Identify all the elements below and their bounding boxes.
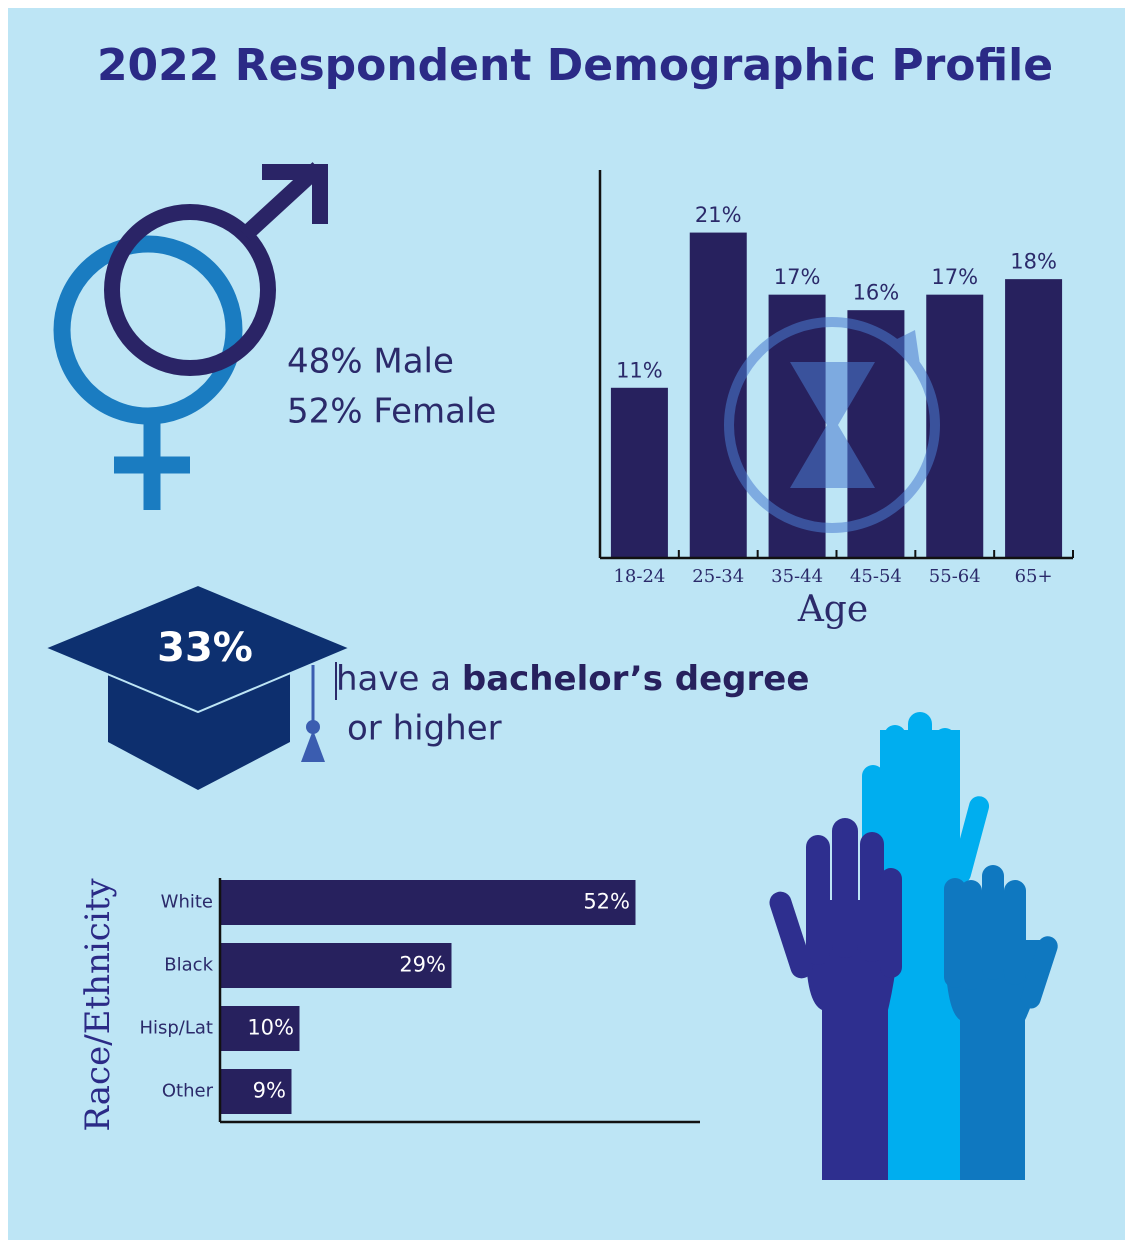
infographic: 2022 Respondent Demographic Profile 48% … bbox=[0, 0, 1133, 1243]
x-tick-label: 45-54 bbox=[850, 566, 902, 587]
value-label: 17% bbox=[774, 265, 821, 289]
degree-text-bold: bachelor’s degree bbox=[462, 659, 810, 699]
female-share: 52% Female bbox=[287, 392, 496, 432]
degree-percent: 33% bbox=[157, 625, 253, 671]
x-tick-label: 55-64 bbox=[929, 566, 981, 587]
x-tick-label: 35-44 bbox=[771, 566, 823, 587]
x-tick-label: 25-34 bbox=[692, 566, 744, 587]
title: 2022 Respondent Demographic Profile bbox=[97, 40, 1053, 91]
value-label: 29% bbox=[399, 953, 446, 977]
value-label: 21% bbox=[695, 203, 742, 227]
degree-text-plain: have a bbox=[336, 659, 462, 699]
y-axis-title: Race/Ethnicity bbox=[78, 878, 118, 1132]
degree-text: have a bachelor’s degree bbox=[336, 659, 809, 699]
bar bbox=[610, 387, 668, 558]
x-axis-title: Age bbox=[797, 589, 868, 630]
degree-text-end: or higher bbox=[347, 709, 502, 749]
x-tick-label: 65+ bbox=[1015, 566, 1053, 587]
x-tick-label: 18-24 bbox=[613, 566, 665, 587]
value-label: 11% bbox=[616, 358, 663, 382]
value-label: 10% bbox=[247, 1016, 294, 1040]
bar bbox=[1005, 279, 1063, 558]
value-label: 9% bbox=[253, 1079, 286, 1103]
value-label: 52% bbox=[583, 890, 630, 914]
value-label: 16% bbox=[853, 281, 900, 305]
y-tick-label: White bbox=[161, 892, 213, 913]
value-label: 17% bbox=[931, 265, 978, 289]
bar bbox=[220, 880, 636, 926]
y-tick-label: Hisp/Lat bbox=[139, 1018, 213, 1039]
y-tick-label: Other bbox=[162, 1081, 214, 1102]
value-label: 18% bbox=[1010, 250, 1057, 274]
male-share: 48% Male bbox=[287, 342, 454, 382]
y-tick-label: Black bbox=[164, 955, 213, 976]
